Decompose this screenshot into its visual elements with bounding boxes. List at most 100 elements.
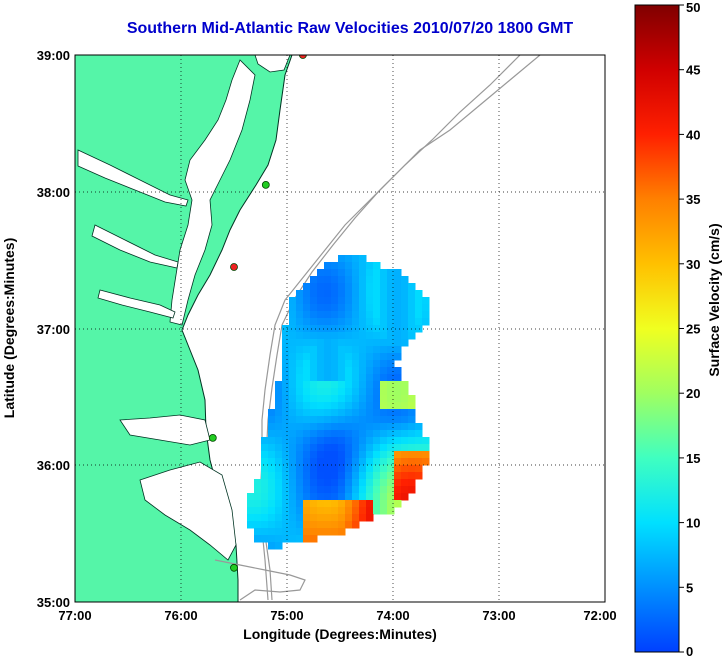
velocity-cell (275, 451, 283, 459)
velocity-cell (296, 535, 304, 543)
velocity-cell (338, 395, 346, 403)
velocity-cell (282, 416, 290, 424)
velocity-cell (268, 514, 276, 522)
velocity-cell (275, 395, 283, 403)
velocity-cell (415, 311, 423, 319)
velocity-cell (324, 283, 332, 291)
velocity-cell (352, 346, 360, 354)
velocity-cell (289, 535, 297, 543)
velocity-cell (254, 479, 262, 487)
velocity-cell (345, 458, 353, 466)
velocity-cell (408, 304, 416, 312)
velocity-cell (401, 304, 409, 312)
velocity-cell (296, 528, 304, 536)
velocity-cell (422, 444, 430, 452)
velocity-cell (303, 304, 311, 312)
velocity-cell (324, 339, 332, 347)
velocity-cell (310, 388, 318, 396)
velocity-cell (282, 332, 290, 340)
velocity-cell (394, 367, 402, 375)
velocity-cell (359, 409, 367, 417)
velocity-cell (254, 514, 262, 522)
velocity-cell (373, 437, 381, 445)
velocity-cell (352, 374, 360, 382)
velocity-cell (408, 444, 416, 452)
velocity-cell (401, 416, 409, 424)
velocity-cell (366, 353, 374, 361)
velocity-cell (268, 472, 276, 480)
velocity-cell (317, 444, 325, 452)
velocity-cell (282, 458, 290, 466)
velocity-cell (345, 521, 353, 529)
velocity-cell (317, 353, 325, 361)
velocity-cell (394, 381, 402, 389)
velocity-cell (282, 486, 290, 494)
velocity-cell (268, 528, 276, 536)
velocity-cell (373, 353, 381, 361)
velocity-cell (401, 395, 409, 403)
velocity-cell (373, 430, 381, 438)
velocity-cell (422, 304, 430, 312)
velocity-cell (261, 437, 269, 445)
velocity-cell (303, 339, 311, 347)
velocity-cell (380, 304, 388, 312)
velocity-cell (289, 374, 297, 382)
velocity-cell (275, 535, 283, 543)
grid-lines (75, 55, 605, 602)
velocity-cell (359, 430, 367, 438)
velocity-cell (275, 444, 283, 452)
potomac-river (77, 149, 189, 207)
velocity-cell (345, 311, 353, 319)
velocity-cell (296, 360, 304, 368)
velocity-cell (352, 381, 360, 389)
velocity-cell (359, 500, 367, 508)
velocity-cell (261, 514, 269, 522)
velocity-cell (296, 479, 304, 487)
y-tick-label: 38:00 (37, 185, 70, 200)
velocity-cell (268, 521, 276, 529)
velocity-cell (261, 521, 269, 529)
velocity-cell (401, 339, 409, 347)
velocity-cell (324, 346, 332, 354)
velocity-cell (352, 360, 360, 368)
velocity-cell (366, 311, 374, 319)
velocity-cell (296, 451, 304, 459)
velocity-cell (331, 395, 339, 403)
colorbar-tick-label: 35 (686, 192, 700, 207)
velocity-cell (366, 507, 374, 515)
velocity-cell (359, 479, 367, 487)
velocity-cell (359, 318, 367, 326)
velocity-cell (394, 437, 402, 445)
velocity-cell (261, 507, 269, 515)
velocity-cell (324, 479, 332, 487)
velocity-cell (366, 500, 374, 508)
velocity-cell (310, 486, 318, 494)
velocity-cell (331, 381, 339, 389)
velocity-cell (282, 479, 290, 487)
velocity-field (247, 255, 430, 550)
x-tick-label: 77:00 (58, 608, 91, 623)
velocity-cell (366, 444, 374, 452)
velocity-cell (352, 402, 360, 410)
velocity-cell (401, 311, 409, 319)
y-tick-label: 36:00 (37, 458, 70, 473)
velocity-cell (338, 290, 346, 298)
velocity-cell (261, 500, 269, 508)
velocity-cell (380, 423, 388, 431)
velocity-cell (331, 297, 339, 305)
velocity-cell (324, 528, 332, 536)
velocity-cell (387, 297, 395, 305)
velocity-cell (338, 325, 346, 333)
x-axis-label: Longitude (Degrees:Minutes) (243, 626, 437, 642)
velocity-cell (317, 451, 325, 459)
velocity-cell (373, 346, 381, 354)
velocity-cell (380, 430, 388, 438)
velocity-cell (289, 339, 297, 347)
velocity-cell (359, 402, 367, 410)
velocity-cell (380, 493, 388, 501)
velocity-cell (310, 409, 318, 417)
velocity-cell (275, 409, 283, 417)
velocity-cell (247, 500, 255, 508)
velocity-cell (408, 465, 416, 473)
velocity-cell (303, 500, 311, 508)
